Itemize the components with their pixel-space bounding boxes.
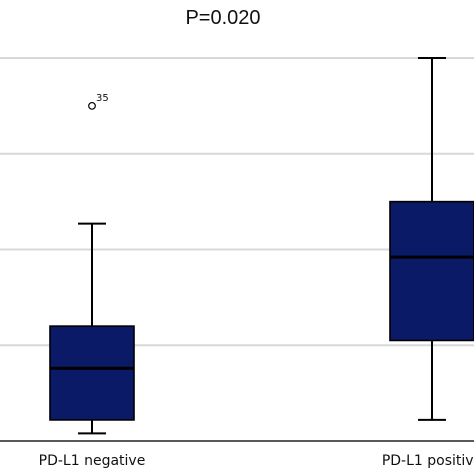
category-label-1: PD-L1 negative [39, 453, 146, 469]
category-label-layer: PD-L1 negative PD-L1 positive [39, 453, 474, 469]
box-group-1-iqr-box [49, 325, 135, 421]
box-group-1-outlier-label-1: 35 [96, 93, 109, 104]
category-label-2: PD-L1 positive [382, 453, 474, 469]
box-group-2-iqr-box [389, 200, 474, 342]
box-group-1-outlier-1 [88, 101, 96, 110]
chart-title: P=0.020 [185, 7, 260, 29]
plot-layer: 35 [49, 57, 474, 435]
